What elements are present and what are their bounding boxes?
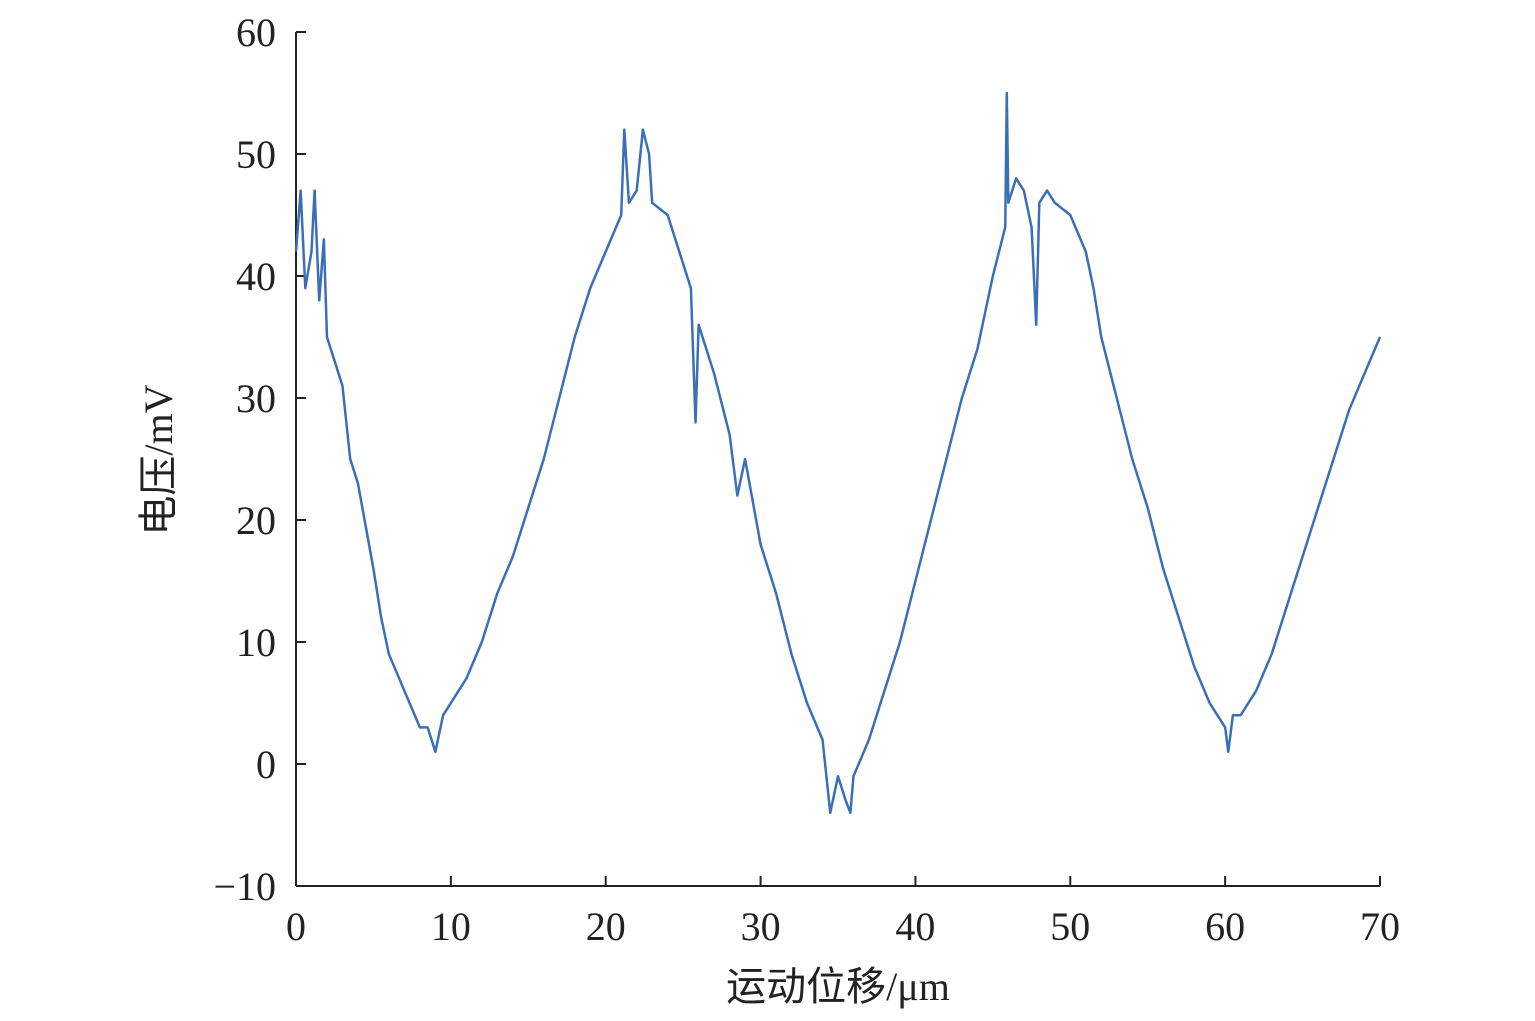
x-tick-label: 30 [741,904,781,949]
x-axis-label: 运动位移/μm [726,964,950,1009]
y-tick-label: 60 [236,10,276,55]
y-tick-label: 0 [256,742,276,787]
x-tick-label: 40 [895,904,935,949]
y-tick-label: 50 [236,132,276,177]
x-tick-label: 60 [1205,904,1245,949]
x-tick-label: 70 [1360,904,1400,949]
y-tick-label: 20 [236,498,276,543]
x-tick-label: 0 [286,904,306,949]
data-line [294,91,1382,815]
y-axis-label: 电压/mV [136,384,181,535]
y-tick-label: 30 [236,376,276,421]
x-tick-label: 20 [586,904,626,949]
y-tick-label: 10 [236,620,276,665]
y-tick-label: 40 [236,254,276,299]
y-tick-label: −10 [213,864,276,909]
x-tick-label: 50 [1050,904,1090,949]
x-tick-label: 10 [431,904,471,949]
